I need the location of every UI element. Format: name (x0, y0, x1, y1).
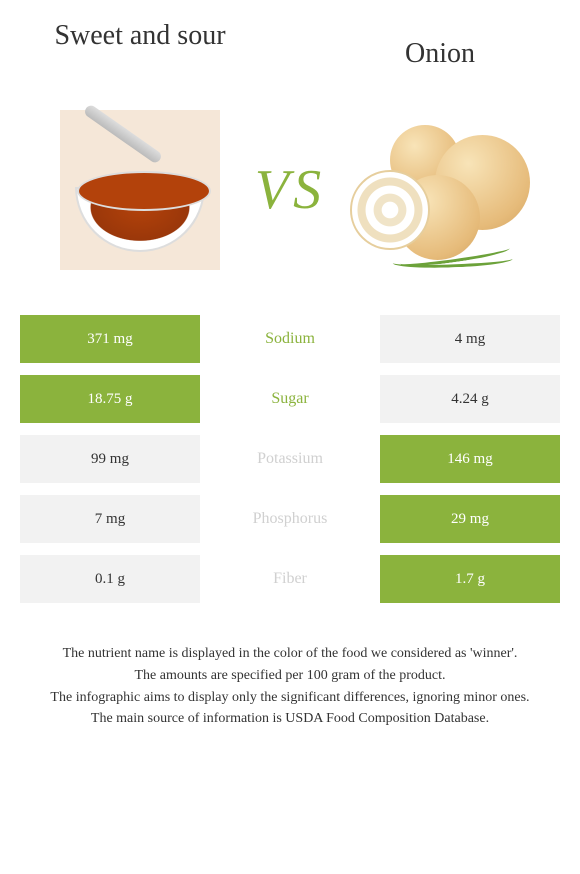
comparison-table: 371 mgSodium4 mg 18.75 gSugar4.24 g 99 mgP… (20, 315, 560, 603)
nutrient-name: Sodium (200, 315, 380, 363)
nutrient-name: Sugar (200, 375, 380, 423)
footnotes: The nutrient name is displayed in the co… (10, 643, 570, 730)
vs-label: VS (255, 158, 325, 222)
left-value: 18.75 g (20, 375, 200, 423)
left-value: 99 mg (20, 435, 200, 483)
footnote-line: The amounts are specified per 100 gram o… (30, 665, 550, 687)
nutrient-name: Fiber (200, 555, 380, 603)
nutrient-name: Potassium (200, 435, 380, 483)
footnote-line: The nutrient name is displayed in the co… (30, 643, 550, 665)
right-value: 4.24 g (380, 375, 560, 423)
footnote-line: The infographic aims to display only the… (30, 687, 550, 709)
infographic-container: Sweet and sour Onion VS 371 mgSodium4 mg… (0, 0, 580, 750)
images-row: VS (10, 80, 570, 315)
table-row: 7 mgPhosphorus29 mg (20, 495, 560, 543)
left-food-image (40, 90, 240, 290)
right-food-image (340, 90, 540, 290)
bowl-icon (75, 187, 205, 252)
onion-half-icon (350, 170, 430, 250)
right-food-title: Onion (340, 20, 540, 70)
footnote-line: The main source of information is USDA F… (30, 708, 550, 730)
right-value: 4 mg (380, 315, 560, 363)
left-food-title: Sweet and sour (40, 20, 240, 52)
sauce-illustration (60, 110, 220, 270)
table-row: 0.1 gFiber1.7 g (20, 555, 560, 603)
header: Sweet and sour Onion (10, 20, 570, 80)
left-value: 371 mg (20, 315, 200, 363)
table-row: 99 mgPotassium146 mg (20, 435, 560, 483)
right-value: 1.7 g (380, 555, 560, 603)
left-value: 7 mg (20, 495, 200, 543)
onion-illustration (340, 90, 540, 290)
table-row: 371 mgSodium4 mg (20, 315, 560, 363)
table-row: 18.75 gSugar4.24 g (20, 375, 560, 423)
right-value: 146 mg (380, 435, 560, 483)
nutrient-name: Phosphorus (200, 495, 380, 543)
left-value: 0.1 g (20, 555, 200, 603)
right-value: 29 mg (380, 495, 560, 543)
spoon-icon (83, 103, 164, 164)
